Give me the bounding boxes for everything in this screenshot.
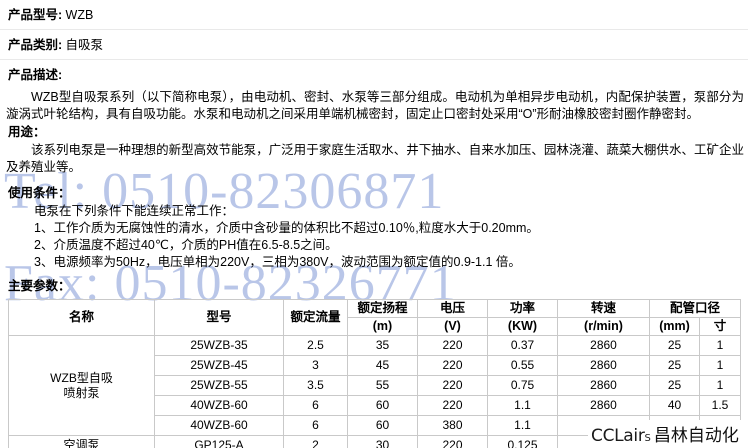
cell-flow: 6	[283, 395, 348, 416]
cell-speed: 2860	[557, 375, 650, 396]
cell-power: 0.125	[487, 435, 558, 448]
cell-voltage: 220	[417, 355, 488, 376]
header-voltage-unit: (V)	[417, 317, 488, 336]
header-pipe-inch: 寸	[698, 317, 742, 336]
header-voltage: 电压	[417, 299, 488, 318]
cell-pipe-inch: 1	[698, 355, 742, 376]
header-pipe-diameter: 配管口径	[648, 299, 742, 318]
header-name: 名称	[8, 299, 155, 336]
cell-voltage: 380	[417, 415, 488, 436]
cell-power: 1.1	[487, 395, 558, 416]
cell-head: 30	[347, 435, 418, 448]
cell-pipe-inch: 1	[698, 335, 742, 356]
header-head-unit: (m)	[347, 317, 418, 336]
header-model: 型号	[154, 299, 284, 336]
field-product-model-label: 产品型号:	[8, 8, 63, 22]
cell-head: 35	[347, 335, 418, 356]
cell-speed: 2860	[557, 335, 650, 356]
cell-pipe-inch: 1.5	[698, 395, 742, 416]
cell-head: 45	[347, 355, 418, 376]
cell-power: 0.75	[487, 375, 558, 396]
field-product-category-label: 产品类别:	[8, 38, 63, 52]
cell-voltage: 220	[417, 395, 488, 416]
cell-group-name: 空调泵	[8, 435, 155, 448]
header-power: 功率	[487, 299, 558, 318]
header-power-unit: (KW)	[487, 317, 558, 336]
company-logo-latin: CCLair	[591, 426, 645, 446]
cell-speed: 2860	[557, 395, 650, 416]
cell-voltage: 220	[417, 435, 488, 448]
cell-flow: 6	[283, 415, 348, 436]
cell-pipe-mm: 25	[649, 375, 700, 396]
header-flow: 额定流量	[283, 299, 348, 336]
field-product-category: 产品类别: 自吸泵	[0, 30, 748, 60]
section-title-usage: 用途：	[8, 125, 46, 139]
cell-flow: 3.5	[283, 375, 348, 396]
field-product-model: 产品型号: WZB	[0, 0, 748, 30]
cell-model: 25WZB-45	[154, 355, 284, 376]
cell-head: 55	[347, 375, 418, 396]
field-product-model-value: WZB	[65, 8, 94, 22]
cell-power: 1.1	[487, 415, 558, 436]
cell-model: 40WZB-60	[154, 395, 284, 416]
conditions-item-3: 3、电源频率为50Hz，电压单相为220V，三相为380V，波动范围为额定值的0…	[34, 255, 521, 269]
company-logo-subscript: S	[644, 433, 651, 444]
table-row: 25WZB-45 3 45 220 0.55 2860 25 1	[9, 355, 742, 376]
cell-head: 60	[347, 395, 418, 416]
header-pipe-mm: (mm)	[649, 317, 700, 336]
header-head: 额定扬程	[347, 299, 418, 318]
table-header-row-2: (m) (V) (KW) (r/min) (mm) 寸	[9, 317, 742, 336]
cell-pipe-mm: 40	[649, 395, 700, 416]
conditions-item-2: 2、介质温度不超过40℃，介质的PH值在6.5-8.5之间。	[34, 238, 338, 252]
cell-model: GP125-A	[154, 435, 284, 448]
cell-voltage: 220	[417, 375, 488, 396]
cell-pipe-mm: 25	[649, 335, 700, 356]
cell-head: 60	[347, 415, 418, 436]
table-row: 40WZB-60 6 60 220 1.1 2860 40 1.5	[9, 395, 742, 416]
cell-model: 40WZB-60	[154, 415, 284, 436]
conditions-item-1: 1、工作介质为无腐蚀性的清水，介质中含砂量的体积比不超过0.10％,粒度水大于0…	[34, 221, 539, 235]
table-header-row-1: 名称 型号 额定流量 额定扬程 电压 功率 转速 配管口径	[8, 299, 742, 336]
table-row: WZB型自吸 喷射泵 25WZB-35 2.5 35 220 0.37 2860 25 1	[8, 335, 742, 436]
usage-paragraph: 该系列电泵是一种理想的新型高效节能泵，广泛用于家庭生活取水、井下抽水、自来水加压…	[6, 143, 744, 174]
section-title-conditions: 使用条件：	[8, 186, 71, 200]
cell-pipe-mm: 25	[649, 355, 700, 376]
header-speed: 转速	[557, 299, 650, 318]
conditions-intro: 电泵在下列条件下能连续正常工作：	[34, 204, 235, 218]
cell-power: 0.55	[487, 355, 558, 376]
cell-pipe-inch: 1	[698, 375, 742, 396]
cell-flow: 2.5	[283, 335, 348, 356]
header-speed-unit: (r/min)	[557, 317, 650, 336]
description-paragraph: WZB型自吸泵系列（以下简称电泵），由电动机、密封、水泵等三部分组成。电动机为单…	[6, 90, 744, 121]
cell-power: 0.37	[487, 335, 558, 356]
cell-model: 25WZB-55	[154, 375, 284, 396]
cell-group-name: WZB型自吸 喷射泵	[8, 335, 155, 436]
section-title-parameters: 主要参数：	[8, 279, 71, 293]
field-product-category-value: 自吸泵	[65, 38, 104, 52]
cell-model: 25WZB-35	[154, 335, 284, 356]
cell-voltage: 220	[417, 335, 488, 356]
cell-flow: 2	[283, 435, 348, 448]
section-title-description: 产品描述:	[8, 68, 63, 82]
company-logo: CCLair S 昌林自动化	[588, 420, 742, 448]
cell-flow: 3	[283, 355, 348, 376]
cell-speed: 2860	[557, 355, 650, 376]
company-logo-chinese: 昌林自动化	[653, 426, 739, 446]
